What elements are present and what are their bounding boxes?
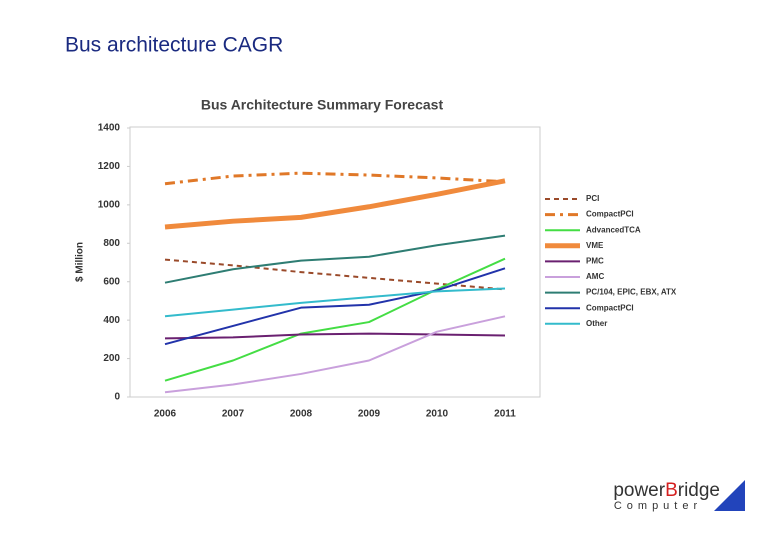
series-line [164,315,506,394]
y-tick-label: 400 [103,315,120,326]
x-tick-label: 2007 [222,409,245,420]
y-tick-label: 200 [103,353,120,364]
x-tick-label: 2009 [358,409,381,420]
y-tick-label: 1000 [98,199,121,210]
series-line [164,287,506,318]
series-line [164,257,506,382]
series-line [164,258,506,291]
logo-text: powerBridge [613,480,720,501]
logo-part: ridge [678,480,720,501]
legend-label: Other [586,319,607,328]
x-tick-label: 2008 [290,409,313,420]
legend-label: PCI [586,194,599,203]
y-tick-label: 600 [103,276,120,287]
legend-label: CompactPCI [586,303,634,312]
logo-mark [714,480,745,511]
y-tick-label: 1200 [98,161,121,172]
series-line [164,267,506,346]
x-tick-label: 2006 [154,409,177,420]
chart-title: Bus Architecture Summary Forecast [201,97,444,113]
y-tick-label: 1400 [98,123,121,134]
x-tick-label: 2011 [494,409,516,420]
legend-label: PMC [586,257,604,266]
legend-label: AMC [586,272,604,281]
y-axis-label: $ Million [75,242,86,282]
y-tick-label: 800 [103,238,120,249]
plot-frame [129,126,541,398]
logo-part: power [613,480,665,501]
legend-label: CompactPCI [586,210,634,219]
logo-subtitle: Computer [614,500,702,512]
y-tick-label: 0 [114,392,120,403]
series-line [164,332,506,340]
logo-part: B [665,480,678,501]
slide-title: Bus architecture CAGR [65,34,283,57]
series-line [164,234,506,284]
series-line [164,178,506,230]
legend-label: VME [586,241,604,250]
legend-label: AdvancedTCA [586,225,641,234]
x-tick-label: 2010 [426,409,449,420]
series-line [164,171,506,186]
legend-label: PC/104, EPIC, EBX, ATX [586,288,677,297]
